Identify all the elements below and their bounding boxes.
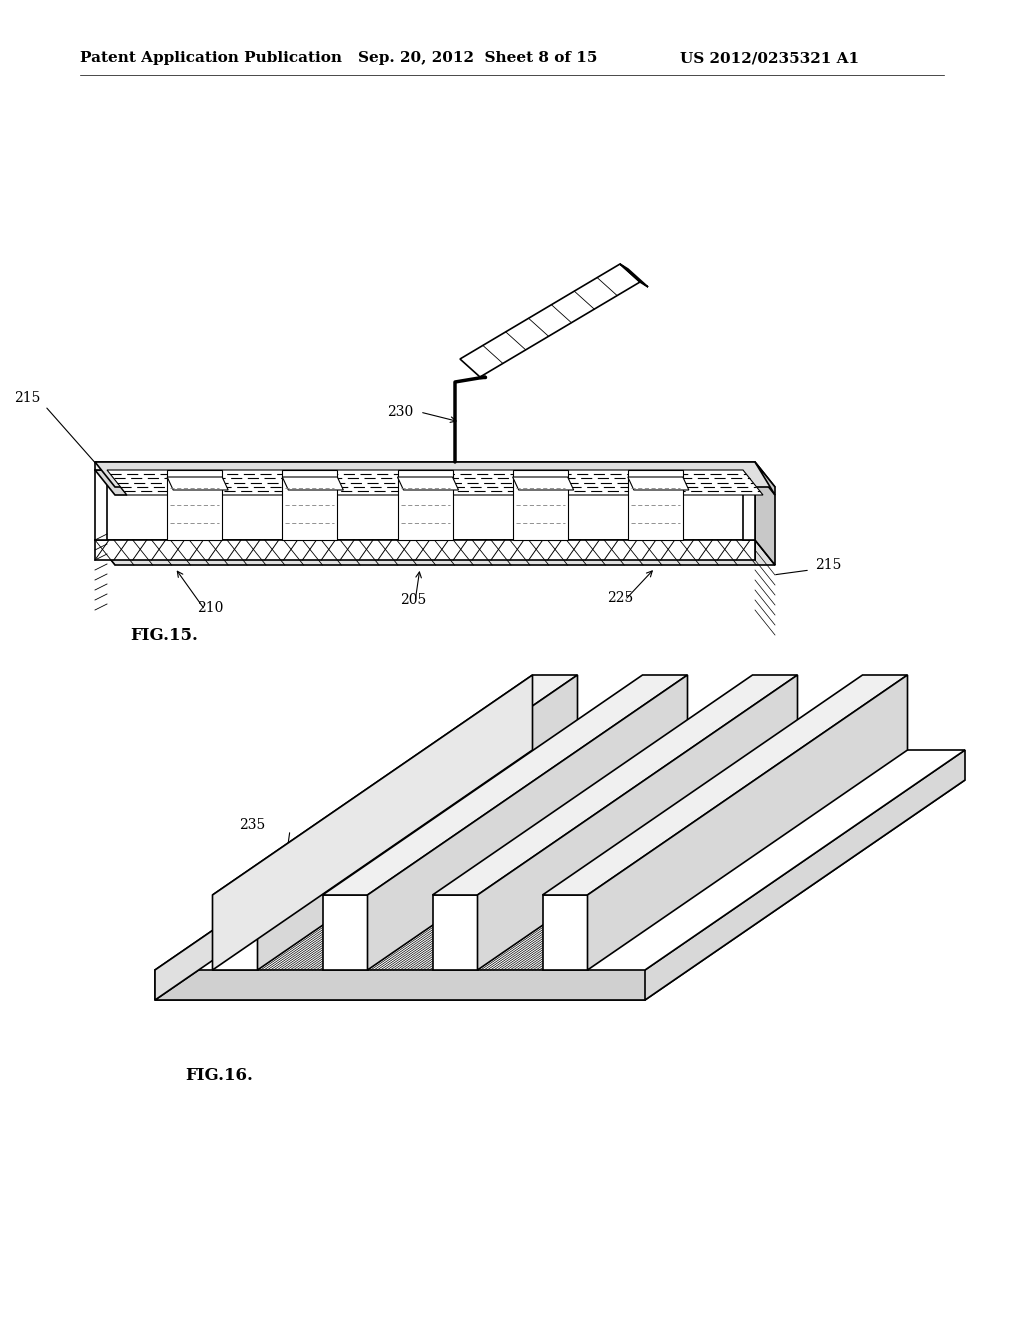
Text: 215: 215 [815,558,842,572]
Polygon shape [397,470,453,540]
Polygon shape [167,470,222,540]
Polygon shape [460,264,640,378]
Text: Patent Application Publication: Patent Application Publication [80,51,342,65]
Polygon shape [155,750,475,1001]
Text: FIG.15.: FIG.15. [130,627,198,644]
Polygon shape [213,895,257,970]
Polygon shape [755,462,775,495]
Polygon shape [95,470,127,495]
Polygon shape [106,470,763,495]
Polygon shape [620,264,648,286]
Polygon shape [628,477,689,490]
Polygon shape [432,675,798,895]
Polygon shape [213,675,578,895]
Text: 210: 210 [197,601,223,615]
Text: 230: 230 [387,405,413,418]
Polygon shape [283,477,343,490]
Polygon shape [95,470,106,540]
Polygon shape [155,970,645,1001]
Polygon shape [628,470,683,540]
Polygon shape [368,675,687,970]
Polygon shape [477,675,798,970]
Text: 225: 225 [607,591,633,605]
Polygon shape [755,470,775,565]
Polygon shape [432,895,477,970]
Polygon shape [257,675,578,970]
Text: 205: 205 [400,593,426,607]
Polygon shape [95,540,775,565]
Polygon shape [155,750,965,970]
Text: US 2012/0235321 A1: US 2012/0235321 A1 [680,51,859,65]
Polygon shape [513,470,567,540]
Text: 215: 215 [13,391,40,405]
Polygon shape [283,470,337,540]
Polygon shape [323,895,368,970]
Polygon shape [588,675,907,970]
Polygon shape [95,462,755,470]
Polygon shape [323,675,687,895]
Polygon shape [645,750,965,1001]
Polygon shape [543,675,907,895]
Polygon shape [397,477,459,490]
Text: FIG.16.: FIG.16. [185,1067,253,1084]
Text: Sep. 20, 2012  Sheet 8 of 15: Sep. 20, 2012 Sheet 8 of 15 [358,51,597,65]
Text: 235: 235 [239,818,265,832]
Polygon shape [543,895,588,970]
Polygon shape [513,477,573,490]
Polygon shape [95,462,775,487]
Polygon shape [167,477,228,490]
Polygon shape [95,540,755,560]
Polygon shape [743,470,755,540]
Polygon shape [213,675,532,970]
Polygon shape [155,780,965,1001]
